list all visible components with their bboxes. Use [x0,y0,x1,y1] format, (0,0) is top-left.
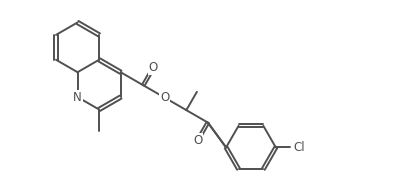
Text: Cl: Cl [292,141,304,154]
Text: O: O [148,61,158,74]
Text: O: O [160,91,169,104]
Text: N: N [73,91,82,104]
Text: O: O [192,134,202,147]
